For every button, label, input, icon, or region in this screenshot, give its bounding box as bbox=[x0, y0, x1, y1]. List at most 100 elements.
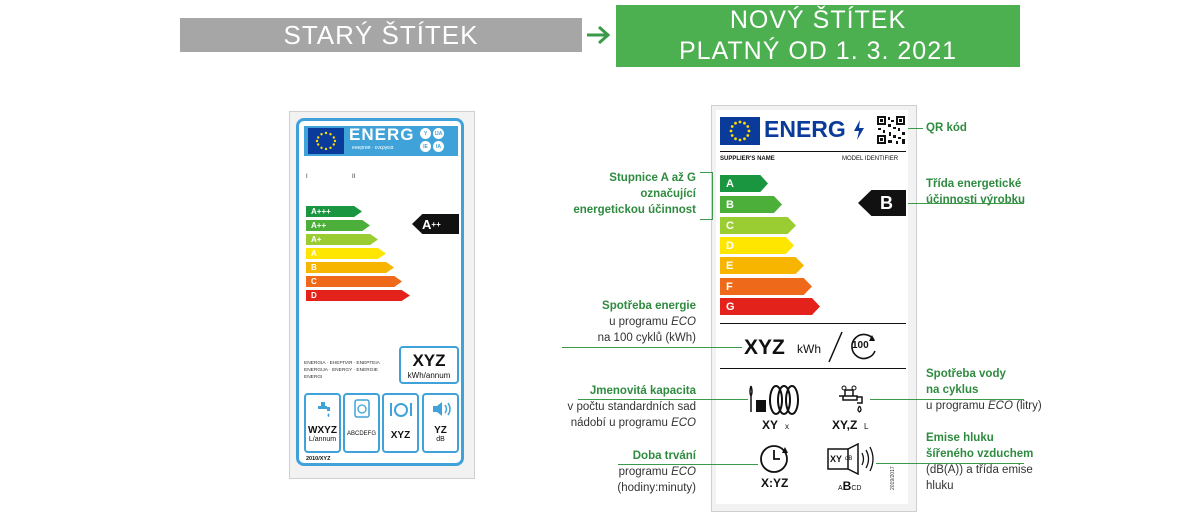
noise-icon bbox=[432, 402, 451, 416]
duration-annotation-line: (hodiny:minuty) bbox=[617, 482, 696, 494]
energy-annotation-text: u programu bbox=[609, 316, 672, 328]
duration-annotation-text: programu bbox=[618, 466, 672, 478]
energy-class-bar: A+ bbox=[306, 234, 378, 245]
new-label-validity: PLATNÝ OD 1. 3. 2021 bbox=[679, 37, 957, 65]
lang-circle: IE bbox=[420, 141, 431, 152]
eu-flag-icon bbox=[308, 128, 344, 154]
noise-annotation-title: šířeného vzduchem bbox=[926, 448, 1034, 460]
energy-class-bar: B bbox=[720, 196, 782, 213]
old-roman-ii: II bbox=[352, 174, 356, 180]
water-annotation-line: u programu ECO (litry) bbox=[926, 398, 1042, 414]
divider bbox=[720, 151, 906, 152]
connector-line bbox=[876, 463, 1024, 464]
old-drying-box: ABCDEFG bbox=[343, 393, 380, 453]
qr-code-icon bbox=[876, 115, 906, 145]
scale-line: energetickou účinnost bbox=[573, 204, 696, 216]
dishes-icon bbox=[749, 385, 799, 415]
connector-line bbox=[908, 203, 1024, 204]
old-water-box: WXYZ L/annum bbox=[304, 393, 341, 453]
class-line: účinnosti výrobku bbox=[926, 194, 1026, 206]
old-water-unit: L/annum bbox=[308, 436, 337, 443]
scale-annotation: Stupnice A až G označující energetickou … bbox=[562, 170, 696, 218]
capacity-annotation-text: nádobí u programu bbox=[570, 417, 672, 429]
clock-icon bbox=[760, 445, 788, 473]
new-energ-text: ENERG bbox=[764, 116, 846, 142]
divider bbox=[720, 368, 906, 369]
old-pointer-base: A bbox=[422, 216, 432, 232]
duration-annotation-title: Doba trvání bbox=[632, 450, 696, 462]
energy-value: XYZ bbox=[744, 336, 785, 359]
old-label-banner: STARÝ ŠTÍTEK bbox=[180, 18, 582, 52]
connector-line bbox=[618, 464, 758, 465]
divider bbox=[720, 323, 906, 324]
old-pointer-sup: ++ bbox=[431, 219, 441, 229]
water-annotation-text: (litry) bbox=[1012, 400, 1042, 412]
duration-annotation-line: programu ECO bbox=[560, 464, 696, 480]
energy-class-bar: E bbox=[720, 257, 804, 274]
capacity-annotation-line: v počtu standardních sad bbox=[567, 401, 697, 413]
water-annotation: Spotřeba vody na cyklus u programu ECO (… bbox=[926, 366, 1042, 414]
drying-icon bbox=[353, 399, 370, 418]
arrow-right-icon bbox=[587, 25, 611, 45]
supplier-name: SUPPLIER'S NAME bbox=[720, 156, 775, 162]
energy-class-bar: C bbox=[720, 217, 796, 234]
new-label-title: NOVÝ ŠTÍTEK bbox=[729, 6, 907, 34]
energy-class-bar: C bbox=[306, 276, 402, 287]
energy-annotation-line: na 100 cyklů (kWh) bbox=[597, 332, 696, 344]
energy-unit: kWh bbox=[797, 342, 821, 356]
capacity-annotation: Jmenovitá kapacita v počtu standardních … bbox=[560, 383, 697, 431]
connector-line bbox=[562, 347, 742, 348]
old-energ-text: ENERG bbox=[349, 125, 415, 144]
old-energy-words: ENERGIA · ЕНЕРГИЯ · ΕΝΕΡΓΕΙΑ ENERGIJA · … bbox=[304, 360, 399, 381]
lang-circle: Y bbox=[420, 128, 431, 139]
energy-class-bar: B bbox=[306, 262, 394, 273]
capacity-annotation-line: nádobí u programu ECO bbox=[560, 415, 696, 431]
water-value: XY,Z bbox=[832, 418, 858, 432]
capacity-value: XY bbox=[762, 418, 779, 432]
capacity-unit: x bbox=[785, 422, 789, 431]
old-noise-box: YZ dB bbox=[422, 393, 459, 453]
energy-class-bar: A++ bbox=[306, 220, 370, 231]
water-annotation-title: Spotřeba vody bbox=[926, 368, 1006, 380]
energy-annotation-title: Spotřeba energie bbox=[602, 300, 696, 312]
old-drying-value: ABCDEFG bbox=[346, 431, 376, 437]
old-capacity-box: XYZ bbox=[382, 393, 419, 453]
old-words-line: ENERGI bbox=[304, 375, 323, 380]
noise-value: XY bbox=[830, 454, 843, 464]
noise-class-value: B bbox=[842, 479, 852, 493]
eco-text: ECO bbox=[671, 417, 696, 429]
noise-annotation-line: (dB(A)) a třída emise bbox=[926, 464, 1033, 476]
energy-annotation: Spotřeba energie u programu ECO na 100 c… bbox=[560, 298, 696, 346]
noise-class-small: A bbox=[838, 485, 843, 492]
cycles-count: 100 bbox=[852, 340, 869, 351]
water-tap-icon bbox=[839, 385, 863, 413]
old-energ-subtitle: енергия · ενεργεια bbox=[352, 145, 394, 151]
noise-class-small: CD bbox=[851, 485, 862, 492]
class-line: Třída energetické bbox=[926, 178, 1022, 190]
scale-bracket bbox=[700, 172, 713, 220]
regulation-number: 2019/2017 bbox=[890, 466, 896, 490]
lang-circle: IJA bbox=[433, 128, 444, 139]
water-annotation-title: na cyklus bbox=[926, 384, 979, 396]
connector-line bbox=[908, 128, 923, 129]
connector-line bbox=[870, 399, 1024, 400]
energy-class-bar: G bbox=[720, 298, 820, 315]
old-consumption-value: XYZ bbox=[412, 351, 446, 370]
water-annotation-text: u programu bbox=[926, 400, 989, 412]
slash-divider bbox=[828, 331, 843, 363]
old-label-title: STARÝ ŠTÍTEK bbox=[283, 19, 479, 50]
old-roman-i: I bbox=[306, 174, 308, 180]
noise-annotation: Emise hluku šířeného vzduchem (dB(A)) a … bbox=[926, 430, 1033, 494]
model-identifier: MODEL IDENTIFIER bbox=[842, 156, 899, 162]
eco-text: ECO bbox=[988, 400, 1013, 412]
old-regulation-number: 2010/XYZ bbox=[306, 456, 331, 462]
noise-unit: dB bbox=[845, 456, 853, 462]
old-words-line: ENERGIA · ЕНЕРГИЯ · ΕΝΕΡΓΕΙΑ bbox=[304, 361, 380, 366]
eco-text: ECO bbox=[671, 466, 696, 478]
energy-annotation-line: u programu ECO bbox=[560, 314, 696, 330]
lang-circle: IA bbox=[433, 141, 444, 152]
old-consumption-box: XYZ kWh/annum bbox=[399, 346, 459, 384]
duration-annotation: Doba trvání programu ECO (hodiny:minuty) bbox=[560, 448, 696, 496]
old-class-pointer: A ++ bbox=[412, 214, 459, 234]
old-noise-unit: dB bbox=[436, 436, 445, 443]
